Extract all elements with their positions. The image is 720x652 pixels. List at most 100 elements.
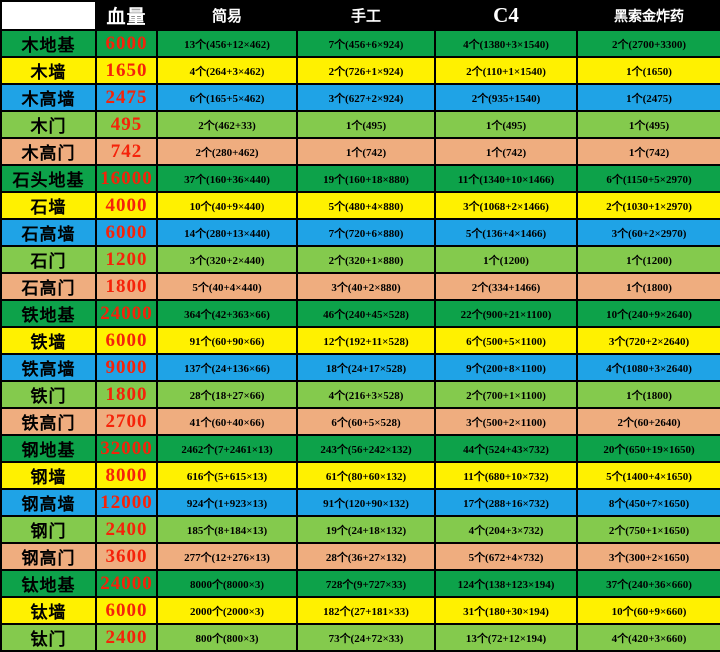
col-header-hp: 血量 xyxy=(95,0,158,31)
table-row: 铁高墙 9000 137个(24+136×66) 18个(24+17×528) … xyxy=(0,353,720,382)
handmade-cost-cell: 7个(720+6×880) xyxy=(296,218,436,247)
handmade-cost-cell: 7个(456+6×924) xyxy=(296,29,436,58)
c4-cost-cell: 2个(700+1×1100) xyxy=(434,380,578,409)
c4-cost-cell: 1个(1200) xyxy=(434,245,578,274)
hp-cell: 742 xyxy=(95,137,158,166)
row-label: 石头地基 xyxy=(0,164,97,193)
hp-cell: 1800 xyxy=(95,380,158,409)
rdx-cost-cell: 2个(750+1×1650) xyxy=(576,515,720,544)
row-label: 钢地基 xyxy=(0,434,97,463)
handmade-cost-cell: 182个(27+181×33) xyxy=(296,596,436,625)
c4-cost-cell: 3个(500+2×1100) xyxy=(434,407,578,436)
row-label: 钢墙 xyxy=(0,461,97,490)
rdx-cost-cell: 37个(240+36×660) xyxy=(576,569,720,598)
simple-cost-cell: 616个(5+615×13) xyxy=(156,461,298,490)
header-row: 血量 简易 手工 C4 黑索金炸药 xyxy=(0,0,720,31)
table-row: 铁高门 2700 41个(60+40×66) 6个(60+5×528) 3个(5… xyxy=(0,407,720,436)
simple-cost-cell: 13个(456+12×462) xyxy=(156,29,298,58)
hp-cell: 32000 xyxy=(95,434,158,463)
row-label: 石门 xyxy=(0,245,97,274)
rdx-cost-cell: 2个(60+2640) xyxy=(576,407,720,436)
rdx-cost-cell: 5个(1400+4×1650) xyxy=(576,461,720,490)
simple-cost-cell: 8000个(8000×3) xyxy=(156,569,298,598)
rdx-cost-cell: 1个(742) xyxy=(576,137,720,166)
col-header-handmade: 手工 xyxy=(296,0,436,31)
table-row: 钢墙 8000 616个(5+615×13) 61个(80+60×132) 11… xyxy=(0,461,720,490)
row-label: 钛地基 xyxy=(0,569,97,598)
table-row: 铁墙 6000 91个(60+90×66) 12个(192+11×528) 6个… xyxy=(0,326,720,355)
rdx-cost-cell: 2个(1030+1×2970) xyxy=(576,191,720,220)
rdx-cost-cell: 2个(2700+3300) xyxy=(576,29,720,58)
table-row: 木门 495 2个(462+33) 1个(495) 1个(495) 1个(495… xyxy=(0,110,720,139)
hp-cell: 8000 xyxy=(95,461,158,490)
hp-cell: 2400 xyxy=(95,623,158,652)
simple-cost-cell: 277个(12+276×13) xyxy=(156,542,298,571)
simple-cost-cell: 4个(264+3×462) xyxy=(156,56,298,85)
row-label: 铁高门 xyxy=(0,407,97,436)
simple-cost-cell: 2462个(7+2461×13) xyxy=(156,434,298,463)
c4-cost-cell: 1个(495) xyxy=(434,110,578,139)
c4-cost-cell: 2个(334+1466) xyxy=(434,272,578,301)
row-label: 钛墙 xyxy=(0,596,97,625)
hp-cell: 6000 xyxy=(95,326,158,355)
hp-cell: 1800 xyxy=(95,272,158,301)
hp-cell: 6000 xyxy=(95,218,158,247)
c4-cost-cell: 44个(524+43×732) xyxy=(434,434,578,463)
handmade-cost-cell: 19个(24+18×132) xyxy=(296,515,436,544)
table-row: 钢高墙 12000 924个(1+923×13) 91个(120+90×132)… xyxy=(0,488,720,517)
table-row: 石高墙 6000 14个(280+13×440) 7个(720+6×880) 5… xyxy=(0,218,720,247)
rdx-cost-cell: 4个(420+3×660) xyxy=(576,623,720,652)
col-header-c4: C4 xyxy=(434,0,578,31)
c4-cost-cell: 17个(288+16×732) xyxy=(434,488,578,517)
simple-cost-cell: 41个(60+40×66) xyxy=(156,407,298,436)
hp-cell: 1200 xyxy=(95,245,158,274)
row-label: 木高墙 xyxy=(0,83,97,112)
row-label: 钢高墙 xyxy=(0,488,97,517)
handmade-cost-cell: 728个(9+727×33) xyxy=(296,569,436,598)
handmade-cost-cell: 5个(480+4×880) xyxy=(296,191,436,220)
simple-cost-cell: 28个(18+27×66) xyxy=(156,380,298,409)
rdx-cost-cell: 3个(720+2×2640) xyxy=(576,326,720,355)
row-label: 木地基 xyxy=(0,29,97,58)
col-header-rdx: 黑索金炸药 xyxy=(576,0,720,31)
table-row: 铁门 1800 28个(18+27×66) 4个(216+3×528) 2个(7… xyxy=(0,380,720,409)
handmade-cost-cell: 2个(320+1×880) xyxy=(296,245,436,274)
row-label: 铁地基 xyxy=(0,299,97,328)
hp-cell: 9000 xyxy=(95,353,158,382)
c4-cost-cell: 3个(1068+2×1466) xyxy=(434,191,578,220)
simple-cost-cell: 5个(40+4×440) xyxy=(156,272,298,301)
rdx-cost-cell: 1个(1650) xyxy=(576,56,720,85)
handmade-cost-cell: 28个(36+27×132) xyxy=(296,542,436,571)
handmade-cost-cell: 6个(60+5×528) xyxy=(296,407,436,436)
table-row: 钛门 2400 800个(800×3) 73个(24+72×33) 13个(72… xyxy=(0,623,720,652)
row-label: 铁墙 xyxy=(0,326,97,355)
table-row: 石高门 1800 5个(40+4×440) 3个(40+2×880) 2个(33… xyxy=(0,272,720,301)
handmade-cost-cell: 19个(160+18×880) xyxy=(296,164,436,193)
simple-cost-cell: 185个(8+184×13) xyxy=(156,515,298,544)
rdx-cost-cell: 3个(60+2×2970) xyxy=(576,218,720,247)
c4-cost-cell: 11个(680+10×732) xyxy=(434,461,578,490)
hp-cell: 6000 xyxy=(95,596,158,625)
simple-cost-cell: 14个(280+13×440) xyxy=(156,218,298,247)
rdx-cost-cell: 10个(60+9×660) xyxy=(576,596,720,625)
handmade-cost-cell: 3个(627+2×924) xyxy=(296,83,436,112)
c4-cost-cell: 13个(72+12×194) xyxy=(434,623,578,652)
rdx-cost-cell: 1个(1800) xyxy=(576,272,720,301)
row-label: 钢门 xyxy=(0,515,97,544)
c4-cost-cell: 22个(900+21×1100) xyxy=(434,299,578,328)
hp-cell: 2475 xyxy=(95,83,158,112)
handmade-cost-cell: 61个(80+60×132) xyxy=(296,461,436,490)
c4-cost-cell: 2个(110+1×1540) xyxy=(434,56,578,85)
table-row: 钢地基 32000 2462个(7+2461×13) 243个(56+242×1… xyxy=(0,434,720,463)
table-row: 钢门 2400 185个(8+184×13) 19个(24+18×132) 4个… xyxy=(0,515,720,544)
table-body: 木地基 6000 13个(456+12×462) 7个(456+6×924) 4… xyxy=(0,29,720,652)
handmade-cost-cell: 73个(24+72×33) xyxy=(296,623,436,652)
handmade-cost-cell: 12个(192+11×528) xyxy=(296,326,436,355)
simple-cost-cell: 91个(60+90×66) xyxy=(156,326,298,355)
row-label: 木高门 xyxy=(0,137,97,166)
hp-cell: 1650 xyxy=(95,56,158,85)
handmade-cost-cell: 243个(56+242×132) xyxy=(296,434,436,463)
table-row: 石墙 4000 10个(40+9×440) 5个(480+4×880) 3个(1… xyxy=(0,191,720,220)
row-label: 木门 xyxy=(0,110,97,139)
